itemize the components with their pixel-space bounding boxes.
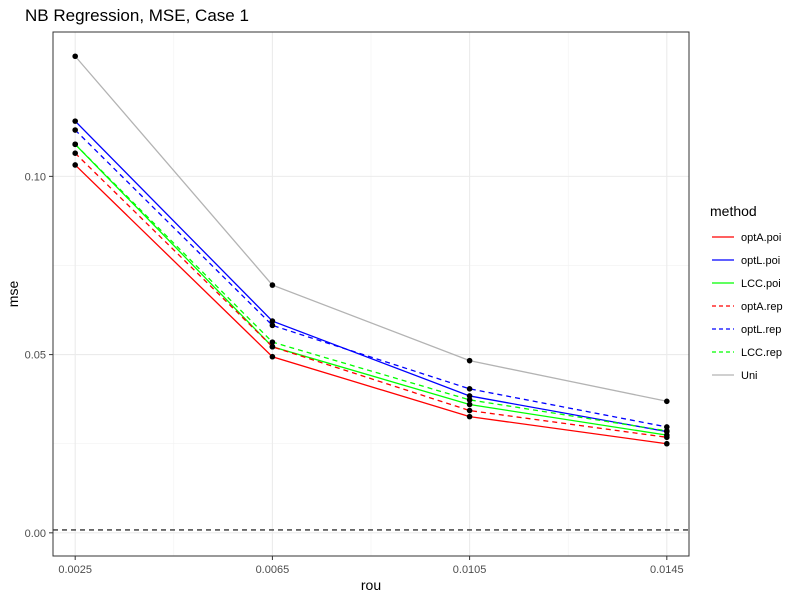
y-tick-label: 0.10: [25, 171, 46, 183]
x-axis-title: rou: [361, 577, 381, 593]
legend-label-LCC-rep: LCC.rep: [741, 347, 782, 359]
legend-title: method: [710, 203, 757, 219]
data-point-optL-rep: [72, 127, 78, 133]
series-line-optL-rep: [74, 129, 667, 428]
data-point-Uni: [72, 53, 78, 60]
data-point-Uni: [664, 398, 670, 405]
y-axis-ticks: 0.00 0.05 0.10: [25, 171, 53, 540]
data-point-LCC-rep: [466, 397, 473, 403]
data-point-optL-poi: [269, 318, 276, 324]
data-point-optA-poi: [466, 413, 473, 420]
x-axis-ticks: 0.0025 0.0065 0.0105 0.0145: [58, 556, 684, 576]
x-tick-label: 0.0025: [58, 564, 92, 576]
data-point-optA-poi: [269, 353, 276, 360]
data-point-optL-rep: [466, 386, 473, 392]
data-point-Uni: [269, 282, 276, 288]
series-layer: [74, 55, 667, 445]
data-point-optA-rep: [664, 434, 670, 441]
chart-title: NB Regression, MSE, Case 1: [25, 6, 249, 25]
data-point-optA-rep: [466, 407, 473, 414]
legend-label-optA-rep: optA.rep: [741, 301, 783, 313]
y-axis-title: mse: [5, 281, 21, 308]
series-line-LCC-poi: [74, 143, 667, 436]
panel-border: [52, 31, 690, 557]
data-point-optL-rep: [664, 424, 670, 430]
series-line-LCC-rep: [74, 143, 667, 432]
data-point-LCC-rep: [72, 141, 78, 148]
legend-label-optA-poi: optA.poi: [741, 232, 781, 244]
y-tick-label: 0.05: [25, 350, 46, 362]
legend: method optA.poioptL.poiLCC.poioptA.repop…: [710, 203, 783, 382]
data-point-LCC-rep: [269, 339, 276, 345]
data-point-optA-poi: [664, 440, 670, 447]
panel-border-rect: [52, 31, 690, 557]
x-tick-label: 0.0145: [650, 564, 684, 576]
series-line-optA-poi: [74, 164, 667, 445]
data-point-optA-rep: [72, 150, 78, 156]
data-point-optL-rep: [269, 322, 276, 329]
y-tick-label: 0.00: [25, 528, 46, 540]
data-point-Uni: [466, 357, 473, 364]
data-point-optA-rep: [269, 343, 276, 350]
series-line-optA-rep: [74, 152, 667, 438]
data-point-optL-poi: [466, 393, 473, 399]
x-tick-label: 0.0065: [256, 564, 290, 576]
x-tick-label: 0.0105: [453, 564, 487, 576]
legend-label-LCC-poi: LCC.poi: [741, 278, 781, 290]
legend-items: optA.poi optL.poi LCC.poi optA.rep optL.rep L…: [712, 232, 783, 382]
legend-label-optL-poi: optL.poi: [741, 255, 780, 267]
data-point-LCC-rep: [664, 428, 670, 434]
data-point-optA-poi: [72, 162, 78, 168]
data-point-LCC-poi: [466, 401, 473, 408]
points-layer: [72, 53, 670, 447]
data-point-optL-poi: [72, 118, 78, 124]
series-line-Uni: [74, 55, 667, 402]
legend-label-optL-rep: optL.rep: [741, 324, 781, 336]
legend-label-Uni: Uni: [741, 370, 758, 382]
grid: [53, 32, 689, 556]
series-line-optL-poi: [74, 120, 667, 433]
